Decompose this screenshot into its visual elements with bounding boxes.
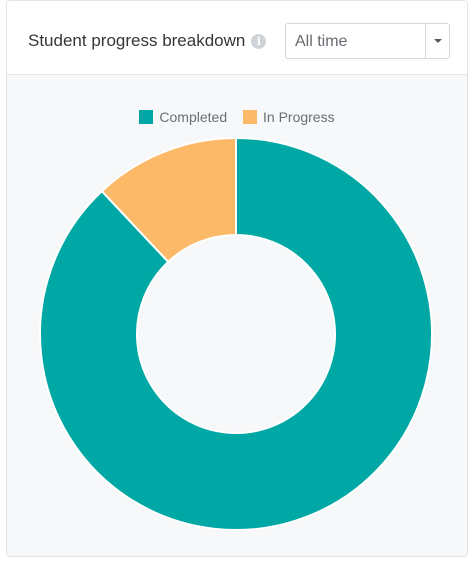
legend-swatch-in-progress [243,110,257,124]
legend-label-completed: Completed [159,109,228,125]
time-range-value: All time [295,33,348,50]
chart-legend: Completed In Progress [7,109,467,125]
donut-slice-completed[interactable] [39,136,433,531]
legend-item-in-progress[interactable]: In Progress [243,109,335,125]
info-icon[interactable]: i [251,34,267,49]
time-range-select[interactable]: All time [285,23,450,59]
legend-swatch-completed [139,110,154,124]
caret-down-icon[interactable] [425,24,449,58]
progress-card: Student progress breakdown i All time Com… [6,0,468,557]
card-header: Student progress breakdown i All time [7,1,467,75]
card-title-text: Student progress breakdown [28,31,246,50]
donut-slice-in-progress[interactable] [100,136,237,264]
legend-label-in-progress: In Progress [263,109,335,125]
chart-area: Completed In Progress [7,75,467,556]
legend-item-completed[interactable]: Completed [139,109,227,125]
card-title: Student progress breakdown i [28,31,267,51]
donut-chart [39,136,433,531]
